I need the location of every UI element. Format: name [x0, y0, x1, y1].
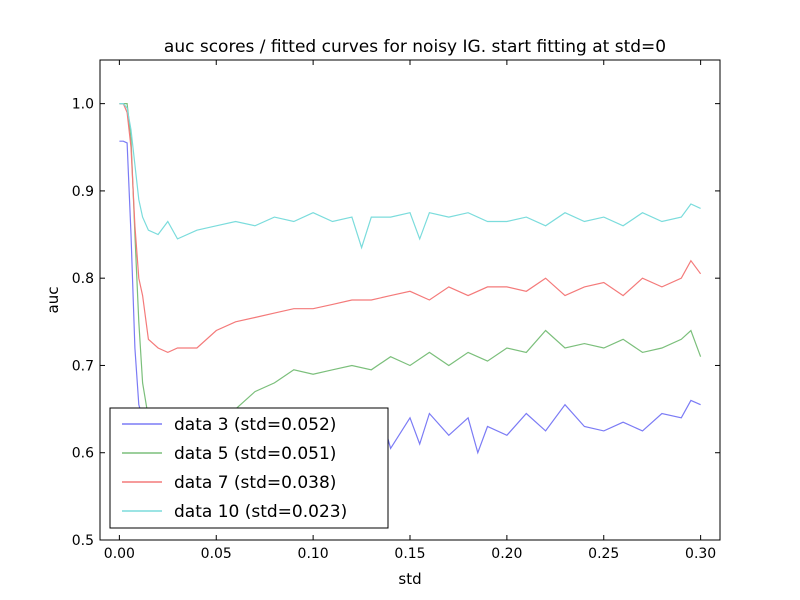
y-tick-label: 0.9 [72, 184, 94, 200]
series-line-4 [119, 102, 701, 250]
y-tick-label: 1.0 [72, 97, 94, 113]
series-line-2 [119, 102, 702, 441]
chart-title: auc scores / fitted curves for noisy IG.… [164, 37, 666, 57]
x-tick-label: 0.30 [685, 546, 716, 562]
legend-label-4: data 10 (std=0.023) [174, 502, 347, 522]
legend-label-1: data 3 (std=0.052) [174, 415, 336, 435]
x-tick-label: 0.00 [104, 546, 135, 562]
series-line-3 [119, 102, 702, 354]
x-tick-label: 0.15 [394, 546, 425, 562]
x-axis-label: std [398, 570, 421, 588]
y-tick-label: 0.5 [72, 533, 94, 549]
y-tick-label: 0.6 [72, 446, 94, 462]
x-tick-label: 0.20 [491, 546, 522, 562]
legend-label-3: data 7 (std=0.038) [174, 473, 336, 493]
y-tick-label: 0.8 [72, 271, 94, 287]
axis-ticks: 0.00 0.05 0.10 0.15 0.20 0.25 0.30 0.5 0.6 0.7 0.8… [72, 60, 720, 562]
legend-label-2: data 5 (std=0.051) [174, 444, 336, 464]
legend: data 3 (std=0.052) data 5 (std=0.051) data… [109, 407, 389, 529]
y-axis-label: auc [44, 287, 62, 314]
y-tick-label: 0.7 [72, 358, 94, 374]
legend-box [109, 407, 389, 529]
x-tick-label: 0.25 [588, 546, 619, 562]
x-tick-label: 0.05 [201, 546, 232, 562]
plot-frame [99, 59, 721, 541]
x-tick-label: 0.10 [298, 546, 329, 562]
